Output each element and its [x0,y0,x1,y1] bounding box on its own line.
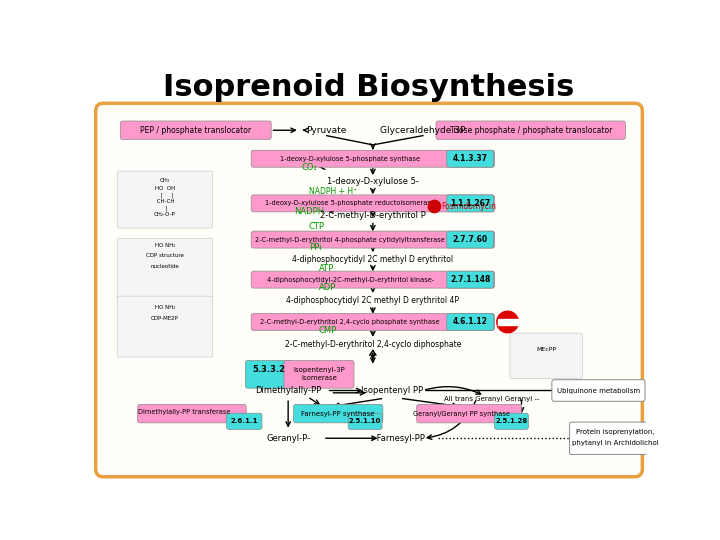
Text: CTP: CTP [309,222,325,231]
Bar [498,319,518,325]
Text: 1.1.1.267: 1.1.1.267 [450,199,490,208]
Text: 2.7.1.148: 2.7.1.148 [450,275,490,284]
FancyBboxPatch shape [117,171,212,228]
FancyBboxPatch shape [120,121,271,139]
Text: nucleotide: nucleotide [150,264,179,269]
FancyBboxPatch shape [570,422,661,455]
Text: → Farnesyl-PP: → Farnesyl-PP [367,434,425,443]
FancyBboxPatch shape [138,404,246,423]
Text: 1-deoxy-D-xylulose 5-phosphate reductoisomerase: 1-deoxy-D-xylulose 5-phosphate reductois… [265,200,435,206]
Text: ATP: ATP [319,265,334,273]
FancyBboxPatch shape [348,413,382,429]
FancyBboxPatch shape [251,271,495,288]
Text: 2.6.1.1: 2.6.1.1 [230,418,258,424]
Text: |     |: | | [157,193,173,198]
FancyBboxPatch shape [284,361,354,388]
Circle shape [428,200,441,213]
Text: 4-diphosphocytidyl-2C-methyl-D-erythritol kinase-: 4-diphosphocytidyl-2C-methyl-D-erythrito… [266,276,433,282]
FancyBboxPatch shape [246,361,292,388]
Text: Fosmidomycin: Fosmidomycin [441,202,497,211]
Text: CMP: CMP [319,326,337,335]
FancyBboxPatch shape [251,150,495,167]
Text: 1-deoxy-D-xylulose 5-phosphate synthase: 1-deoxy-D-xylulose 5-phosphate synthase [280,156,420,162]
FancyBboxPatch shape [251,314,495,330]
Text: CH-CH: CH-CH [156,199,175,204]
Text: Geranyl/Geranyl PP synthase: Geranyl/Geranyl PP synthase [413,410,510,417]
Text: 4.6.1.12: 4.6.1.12 [453,318,487,327]
Text: 2-C-methyl-D-erythritol 4-phosphate cytidylyltransferase: 2-C-methyl-D-erythritol 4-phosphate cyti… [255,237,445,242]
FancyBboxPatch shape [447,314,494,330]
Text: NADPH + H⁺: NADPH + H⁺ [309,187,357,195]
Text: CH₂-O-P: CH₂-O-P [154,212,176,218]
Text: HO NH₂: HO NH₂ [155,305,175,310]
FancyBboxPatch shape [417,404,521,423]
Text: HO  OH: HO OH [155,186,175,191]
Text: |: | [162,205,168,211]
Text: 2-C-methyl-D-erythritol 2,4-cyclo phosphate synthase: 2-C-methyl-D-erythritol 2,4-cyclo phosph… [261,319,440,325]
Text: CH₃: CH₃ [160,178,170,183]
Text: CO₂: CO₂ [301,163,317,172]
Text: phytanyl in Archidolichol: phytanyl in Archidolichol [572,440,659,446]
FancyBboxPatch shape [436,121,626,139]
FancyBboxPatch shape [552,380,645,401]
Text: CDP-ME2P: CDP-ME2P [151,316,179,321]
Text: 2-C-methyl-D-erythritol P: 2-C-methyl-D-erythritol P [320,211,426,220]
Text: 4.1.3.37: 4.1.3.37 [453,154,487,163]
FancyBboxPatch shape [495,413,528,429]
Text: PPi: PPi [309,243,321,252]
Text: 2.5.1.28: 2.5.1.28 [495,418,528,424]
Text: 4-diphosphocytidyl 2C methyl D erythritol 4P: 4-diphosphocytidyl 2C methyl D erythrito… [287,296,459,305]
FancyBboxPatch shape [447,271,494,288]
Text: PEP / phosphate translocator: PEP / phosphate translocator [140,126,251,135]
FancyBboxPatch shape [117,239,212,299]
Text: Ubiquinone metabolism: Ubiquinone metabolism [557,388,640,394]
FancyBboxPatch shape [251,231,495,248]
FancyBboxPatch shape [96,103,642,477]
FancyBboxPatch shape [227,413,262,429]
Text: 2.5.1.10: 2.5.1.10 [349,418,382,424]
Text: 4-diphosphocytidyl 2C methyl D erythritol: 4-diphosphocytidyl 2C methyl D erythrito… [292,255,454,264]
Text: Dimethylally-PP transferase: Dimethylally-PP transferase [138,409,230,415]
Text: MEcPP: MEcPP [536,347,556,352]
Text: Isoprenoid Biosynthesis: Isoprenoid Biosynthesis [163,73,575,103]
Text: ADP: ADP [319,283,336,292]
Text: Protein isoprenylation,: Protein isoprenylation, [576,429,654,435]
Text: Isopentenyl PP: Isopentenyl PP [361,386,423,395]
Text: Farnesyl-PP synthase: Farnesyl-PP synthase [302,410,375,417]
FancyBboxPatch shape [447,150,494,167]
FancyBboxPatch shape [447,231,494,248]
Text: Pyruvate: Pyruvate [307,126,347,135]
FancyBboxPatch shape [447,195,494,212]
FancyBboxPatch shape [294,404,383,423]
FancyBboxPatch shape [510,333,582,379]
Text: Isopentenyl-3P: Isopentenyl-3P [293,368,345,374]
Text: 2.7.7.60: 2.7.7.60 [453,235,488,244]
Text: Dimethylally-PP: Dimethylally-PP [255,386,321,395]
Text: Triose phosphate / phosphate translocator: Triose phosphate / phosphate translocato… [449,126,612,135]
Text: isomerase: isomerase [301,375,337,381]
Text: 2-C-methyl-D-erythritol 2,4-cyclo diphosphate: 2-C-methyl-D-erythritol 2,4-cyclo diphos… [284,340,461,349]
Text: 1-deoxy-D-xylulose 5-: 1-deoxy-D-xylulose 5- [327,177,419,186]
Text: NADPH: NADPH [294,207,324,215]
Circle shape [497,311,518,333]
FancyBboxPatch shape [251,195,495,212]
Text: Glyceraldehyde 3P: Glyceraldehyde 3P [380,126,466,135]
Text: CDP structure: CDP structure [146,253,184,258]
Text: 5.3.3.2: 5.3.3.2 [253,365,285,374]
FancyBboxPatch shape [117,296,212,357]
Text: HO NH₂: HO NH₂ [155,243,175,248]
Text: All trans Geranyl Geranyl --: All trans Geranyl Geranyl -- [444,396,540,402]
Text: Geranyl-P-: Geranyl-P- [266,434,310,443]
